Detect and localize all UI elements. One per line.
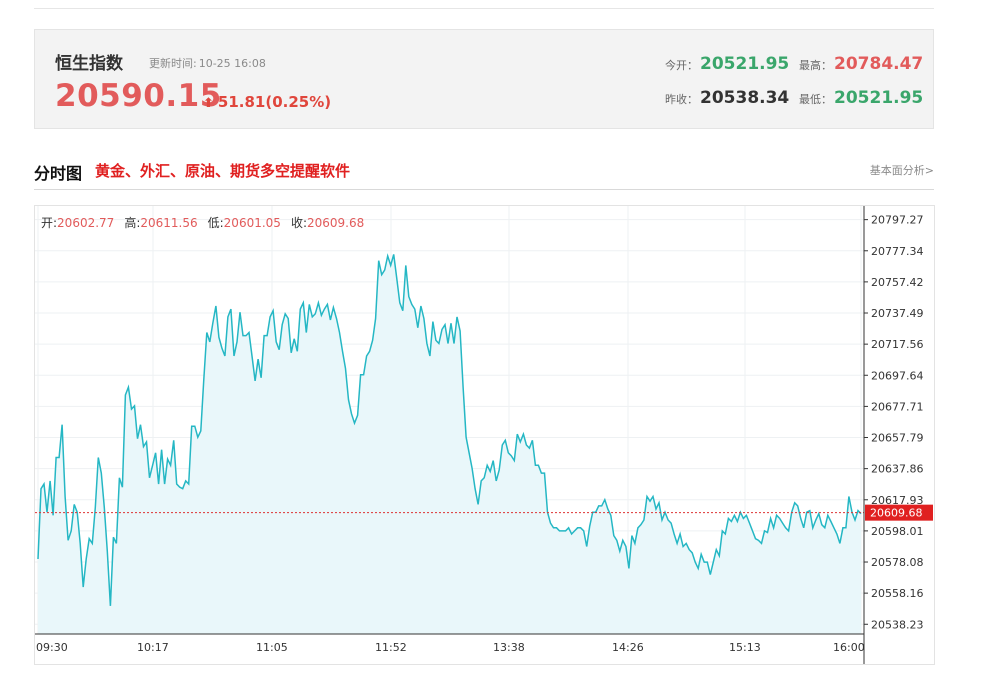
y-tick-label: 20677.71 bbox=[871, 400, 924, 413]
x-tick-label: 16:00 bbox=[833, 641, 865, 654]
update-value: 10-25 16:08 bbox=[198, 57, 266, 70]
y-tick-label: 20797.27 bbox=[871, 214, 924, 227]
y-tick-label: 20637.86 bbox=[871, 463, 924, 476]
y-tick-label: 20697.64 bbox=[871, 369, 924, 382]
y-tick-label: 20657.79 bbox=[871, 432, 924, 445]
stat-low: 最低： 20521.95 bbox=[799, 88, 927, 108]
ohlc-close-label: 收: bbox=[291, 216, 307, 230]
stat-prev-close-value: 20538.34 bbox=[700, 88, 790, 108]
x-axis-ticks: 09:30 10:17 11:05 11:52 13:38 14:26 15:13 16:00 bbox=[36, 641, 865, 654]
up-arrow-icon: ⬆ bbox=[203, 96, 214, 111]
ohlc-close-value: 20609.68 bbox=[307, 216, 364, 230]
x-tick-label: 09:30 bbox=[36, 641, 68, 654]
stat-open-label: 今开： bbox=[665, 59, 698, 72]
intraday-chart-svg: 20797.27 20777.34 20757.42 20737.49 20717.56… bbox=[35, 206, 933, 664]
x-tick-label: 15:13 bbox=[729, 641, 761, 654]
promo-link[interactable]: 黄金、外汇、原油、期货多空提醒软件 bbox=[95, 162, 351, 180]
y-axis-ticks: 20797.27 20777.34 20757.42 20737.49 20717.56… bbox=[864, 214, 924, 631]
ohlc-readout: 开:20602.77 高:20611.56 低:20601.05 收:20609.68 bbox=[41, 215, 364, 230]
quote-panel: 恒生指数 更新时间: 10-25 16:08 20590.15 ⬆ 51.81(0.… bbox=[34, 29, 934, 129]
stat-prev-close: 昨收： 20538.34 bbox=[665, 88, 793, 108]
x-tick-label: 13:38 bbox=[493, 641, 525, 654]
stat-low-label: 最低： bbox=[799, 93, 832, 106]
y-tick-label: 20578.08 bbox=[871, 556, 924, 569]
ohlc-low-label: 低: bbox=[208, 216, 224, 230]
stat-prev-close-label: 昨收： bbox=[665, 93, 698, 106]
stat-open: 今开： 20521.95 bbox=[665, 54, 793, 74]
update-label: 更新时间: bbox=[149, 57, 197, 70]
y-tick-label: 20757.42 bbox=[871, 276, 924, 289]
price-change-value: 51.81(0.25%) bbox=[217, 93, 332, 111]
current-price-tag: 20609.68 bbox=[865, 504, 933, 521]
stat-high: 最高： 20784.47 bbox=[799, 54, 927, 74]
current-price-tag-text: 20609.68 bbox=[870, 507, 923, 520]
price-change: ⬆ 51.81(0.25%) bbox=[203, 93, 331, 111]
y-tick-label: 20598.01 bbox=[871, 525, 924, 538]
ohlc-high-value: 20611.56 bbox=[140, 216, 197, 230]
stat-high-value: 20784.47 bbox=[834, 54, 924, 74]
update-time: 更新时间: 10-25 16:08 bbox=[147, 55, 266, 71]
y-tick-label: 20617.93 bbox=[871, 494, 924, 507]
ohlc-low-value: 20601.05 bbox=[224, 216, 281, 230]
price-area bbox=[38, 254, 861, 634]
y-tick-label: 20737.49 bbox=[871, 307, 924, 320]
ohlc-high-label: 高: bbox=[124, 215, 140, 230]
y-tick-label: 20717.56 bbox=[871, 338, 924, 351]
x-tick-label: 11:05 bbox=[256, 641, 288, 654]
stat-high-label: 最高： bbox=[799, 59, 832, 72]
section-header: 分时图 黄金、外汇、原油、期货多空提醒软件 基本面分析> bbox=[34, 157, 934, 190]
y-tick-label: 20538.23 bbox=[871, 618, 924, 631]
intraday-chart[interactable]: 20797.27 20777.34 20757.42 20737.49 20717.56… bbox=[34, 205, 935, 665]
fundamental-analysis-link[interactable]: 基本面分析> bbox=[869, 164, 934, 177]
price-line bbox=[37, 253, 862, 606]
y-tick-label: 20558.16 bbox=[871, 587, 924, 600]
stat-low-value: 20521.95 bbox=[834, 88, 924, 108]
current-price-tag-bg bbox=[865, 504, 933, 521]
top-divider bbox=[34, 8, 934, 9]
current-price: 20590.15 bbox=[55, 78, 222, 114]
section-title: 分时图 bbox=[34, 164, 83, 183]
y-tick-label: 20777.34 bbox=[871, 245, 924, 258]
ohlc-open-value: 20602.77 bbox=[57, 216, 114, 230]
index-name: 恒生指数 bbox=[55, 54, 123, 74]
x-tick-label: 10:17 bbox=[137, 641, 169, 654]
x-tick-label: 11:52 bbox=[375, 641, 407, 654]
x-tick-label: 14:26 bbox=[612, 641, 644, 654]
stat-open-value: 20521.95 bbox=[700, 54, 790, 74]
ohlc-open-label: 开: bbox=[41, 216, 57, 230]
